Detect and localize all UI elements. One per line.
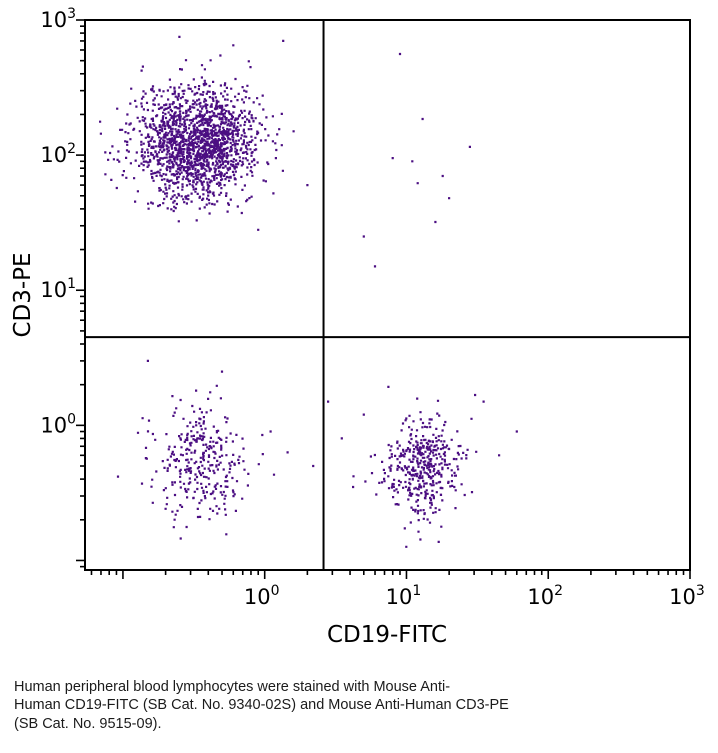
caption-line: Human CD19-FITC (SB Cat. No. 9340-02S) a… [14,697,509,714]
caption-line: Human peripheral blood lymphocytes were … [14,679,451,695]
scatter-plot: CD19-FITC CD3-PE 100 101 102 10310010110210… [10,6,705,648]
x-axis-label: CD19-FITC [327,622,447,648]
svg-text:102: 102 [527,583,563,609]
tick-labels: 100 101 102 103 100 101 102 103 [40,6,704,609]
svg-text:101: 101 [386,583,422,609]
svg-text:102: 102 [40,141,76,167]
y-axis-label: CD3-PE [10,252,36,337]
plot-border [84,19,691,571]
svg-text:101: 101 [40,276,76,302]
scatter-dots [99,35,518,548]
svg-text:100: 100 [244,583,280,609]
svg-text:103: 103 [669,583,705,609]
axis-ticks [76,19,691,579]
caption-line: (SB Cat. No. 9515-09). [14,715,162,732]
figure-caption: Human peripheral blood lymphocytes were … [0,658,718,733]
svg-text:103: 103 [40,6,76,32]
svg-text:100: 100 [40,411,76,437]
